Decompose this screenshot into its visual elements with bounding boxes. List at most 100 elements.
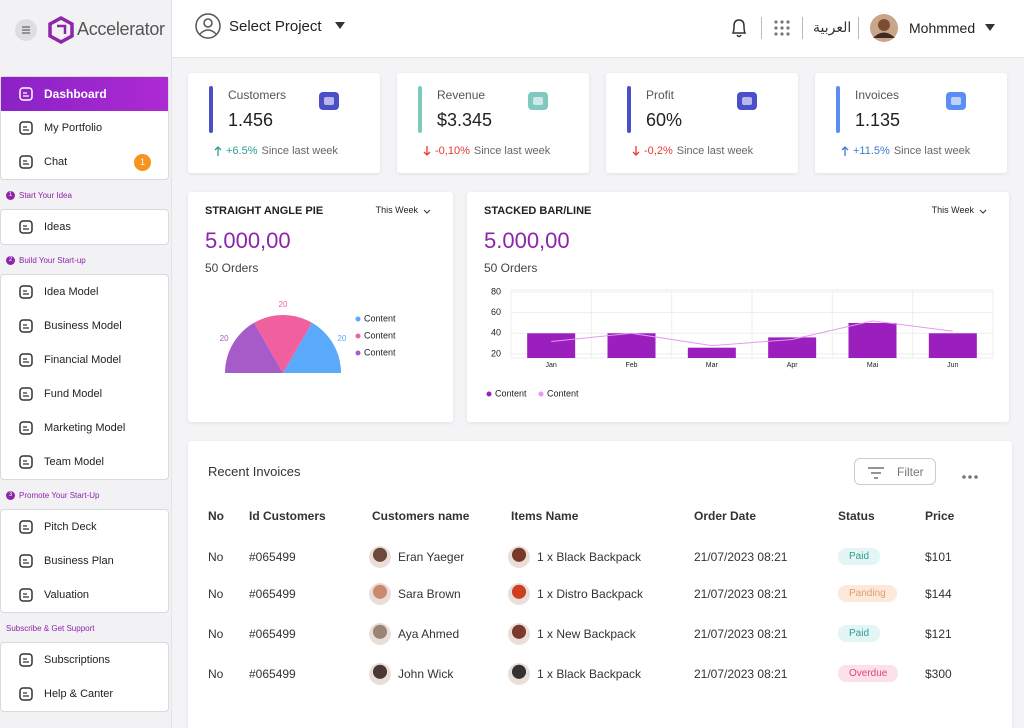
menu-group: Dashboard My Portfolio Chat 1 — [0, 76, 169, 180]
change-note: Since last week — [261, 145, 338, 157]
change-value: -0,2% — [644, 145, 673, 157]
customer-avatar — [369, 663, 391, 685]
trend-arrow-glyph — [632, 146, 640, 156]
stat-card: Invoices 1.135 +11.5% Since last week — [815, 73, 1007, 173]
cell: Eran Yaeger — [398, 550, 465, 564]
menu-icon — [18, 154, 34, 170]
filter-icon — [867, 466, 885, 479]
stat-icon-glyph — [946, 92, 966, 110]
menu-icon — [18, 652, 34, 668]
stat-accent — [627, 86, 631, 133]
menu-icon — [18, 284, 34, 300]
user-caret[interactable] — [984, 23, 996, 33]
user-avatar[interactable] — [869, 13, 899, 43]
menu-icon-glyph — [19, 554, 33, 568]
section-number: 2 — [6, 256, 15, 265]
menu-item[interactable]: Financial Model — [1, 343, 168, 377]
menu-item[interactable]: Business Model — [1, 309, 168, 343]
menu-label: Valuation — [44, 589, 90, 601]
section-number: 3 — [6, 491, 15, 500]
item-thumb — [508, 546, 530, 568]
period-caret — [423, 207, 431, 214]
top-bar: Select Project العربية Mohmmed — [172, 0, 1024, 58]
cell: 1 x Black Backpack — [537, 550, 642, 564]
menu-item[interactable]: Subscriptions — [1, 643, 168, 677]
cell: Aya Ahmed — [398, 627, 460, 641]
menu-label: Ideas — [44, 221, 71, 233]
cell: 21/07/2023 08:21 — [694, 667, 788, 681]
menu-icon — [18, 454, 34, 470]
menu-toggle[interactable] — [15, 19, 37, 41]
menu-item[interactable]: Fund Model — [1, 377, 168, 411]
cell: 1 x New Backpack — [537, 627, 636, 641]
project-select[interactable]: Select Project — [229, 18, 322, 35]
menu-label: Dashboard — [44, 87, 107, 101]
change-note: Since last week — [473, 145, 551, 157]
trend-arrow-glyph — [841, 146, 849, 156]
caret-glyph — [979, 209, 987, 214]
cell: 21/07/2023 08:21 — [694, 550, 788, 564]
period-select[interactable]: This Week — [932, 205, 987, 215]
notifications-icon[interactable] — [729, 16, 749, 40]
period-select[interactable]: This Week — [376, 205, 431, 215]
trend-arrow-glyph — [214, 146, 222, 156]
cell: $121 — [925, 627, 952, 641]
logo-icon — [48, 16, 74, 44]
cell: No — [208, 667, 224, 681]
menu-label: My Portfolio — [44, 122, 103, 134]
menu-label: Business Model — [44, 320, 122, 332]
status-badge: Panding — [838, 585, 897, 602]
cell: #065499 — [249, 550, 296, 564]
change-value: -0,10% — [435, 145, 470, 157]
menu-icon-glyph — [19, 455, 33, 469]
project-caret[interactable] — [334, 21, 346, 31]
cell: #065499 — [249, 667, 296, 681]
section-heading: Subscribe & Get Support — [0, 613, 170, 642]
invoices-title: Recent Invoices — [208, 464, 301, 479]
menu: Dashboard My Portfolio Chat 1 1 Start Your Id… — [0, 76, 170, 712]
menu-item[interactable]: Pitch Deck — [1, 510, 168, 544]
column-header: Customers name — [372, 509, 470, 523]
chart-total: 5.000,00 — [484, 228, 570, 253]
menu-icon-glyph — [19, 121, 33, 135]
menu-item[interactable]: Help & Canter — [1, 677, 168, 711]
menu-icon-glyph — [19, 155, 33, 169]
cell: #065499 — [249, 627, 296, 641]
menu-item[interactable]: Idea Model — [1, 275, 168, 309]
stat-change: -0,10% Since last week — [423, 145, 550, 157]
chart-subtitle: 50 Orders — [205, 261, 259, 275]
menu-item[interactable]: Ideas — [1, 210, 168, 244]
language-switch[interactable]: العربية — [813, 19, 852, 35]
menu-item[interactable]: Team Model — [1, 445, 168, 479]
item-thumb — [508, 583, 530, 605]
menu-icon — [18, 420, 34, 436]
menu-icon-glyph — [19, 220, 33, 234]
column-header: Status — [838, 509, 875, 523]
stat-icon — [734, 88, 760, 119]
section-heading: 3 Promote Your Start-Up — [0, 480, 170, 509]
separator — [858, 17, 859, 39]
user-name[interactable]: Mohmmed — [909, 20, 976, 36]
cell: 1 x Black Backpack — [537, 667, 642, 681]
menu-item[interactable]: Chat 1 — [1, 145, 168, 179]
period-caret — [979, 207, 987, 214]
menu-item[interactable]: Marketing Model — [1, 411, 168, 445]
section-heading: 1 Start Your Idea — [0, 180, 170, 209]
menu-icon-glyph — [19, 421, 33, 435]
menu-icon — [18, 219, 34, 235]
cell: $300 — [925, 667, 952, 681]
trend-arrow-glyph — [423, 146, 431, 156]
more-button[interactable] — [962, 467, 978, 479]
menu-item[interactable]: Valuation — [1, 578, 168, 612]
apps-icon[interactable] — [774, 20, 790, 36]
menu-item[interactable]: Business Plan — [1, 544, 168, 578]
trend-arrow — [214, 146, 222, 156]
trend-arrow — [423, 146, 431, 156]
stat-label: Profit — [646, 88, 675, 102]
menu-icon — [18, 86, 34, 102]
menu-item[interactable]: Dashboard — [1, 77, 168, 111]
filter-button[interactable]: Filter — [854, 458, 936, 485]
menu-icon-glyph — [19, 319, 33, 333]
filter-label: Filter — [897, 464, 924, 479]
menu-item[interactable]: My Portfolio — [1, 111, 168, 145]
